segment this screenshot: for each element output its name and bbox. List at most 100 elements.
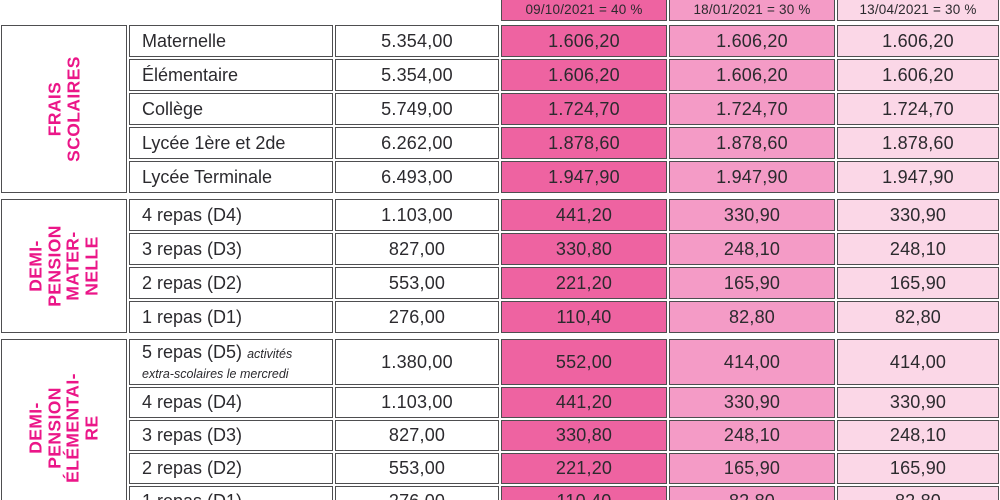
installment-cell: 414,00 xyxy=(837,339,999,385)
row-label: 4 repas (D4) xyxy=(142,204,243,225)
annual-fee-cell: 827,00 xyxy=(335,233,499,265)
annual-fee-cell: 5.354,00 xyxy=(335,59,499,91)
row-label-cell: Élémentaire xyxy=(129,59,333,91)
row-label: 3 repas (D3) xyxy=(142,238,243,259)
row-label-cell: 3 repas (D3) xyxy=(129,420,333,451)
annual-fee-cell: 276,00 xyxy=(335,301,499,333)
installment-cell: 1.947,90 xyxy=(501,161,667,193)
installment-cell: 330,80 xyxy=(501,420,667,451)
row-label-text: 5 repas (D5) activités extra-scolaires l… xyxy=(142,342,326,382)
installment-cell: 110,40 xyxy=(501,486,667,500)
annual-fee-cell: 6.262,00 xyxy=(335,127,499,159)
installment-cell: 330,90 xyxy=(669,387,835,418)
row-label-text: Lycée Terminale xyxy=(142,167,272,187)
section-demi-pension-elementaire: DEMI- PENSION ÉLÉMENTAI- RE 5 repas (D5) act… xyxy=(1,339,999,500)
installment-cell: 414,00 xyxy=(669,339,835,385)
installment-cell: 82,80 xyxy=(837,301,999,333)
installment-cell: 82,80 xyxy=(837,486,999,500)
installment-cell: 1.878,60 xyxy=(837,127,999,159)
installment-cell: 1.606,20 xyxy=(669,59,835,91)
installment-cell: 1.947,90 xyxy=(837,161,999,193)
installment-cell: 330,90 xyxy=(837,199,999,231)
row-label: Lycée 1ère et 2de xyxy=(142,132,286,153)
row-label-text: Collège xyxy=(142,99,203,119)
installment-cell: 1.878,60 xyxy=(669,127,835,159)
installment-cell: 248,10 xyxy=(669,420,835,451)
discount-column-header-30b: 13/04/2021 = 30 % xyxy=(837,0,999,21)
section-title: DEMI- PENSION MATER- NELLE xyxy=(25,225,102,307)
section-title: FRAIS SCOLAIRES xyxy=(44,56,83,162)
section-title: DEMI- PENSION ÉLÉMENTAI- RE xyxy=(25,373,102,483)
installment-cell: 1.724,70 xyxy=(669,93,835,125)
row-label-text: 4 repas (D4) xyxy=(142,205,242,225)
discount-column-header-40: 09/10/2021 = 40 % xyxy=(501,0,667,21)
installment-cell: 1.724,70 xyxy=(837,93,999,125)
section-title-cell-demi-pension-maternelle: DEMI- PENSION MATER- NELLE xyxy=(1,199,127,333)
row-label-text: 2 repas (D2) xyxy=(142,458,242,478)
installment-cell: 441,20 xyxy=(501,387,667,418)
row-label-cell: 4 repas (D4) xyxy=(129,387,333,418)
installment-cell: 1.878,60 xyxy=(501,127,667,159)
row-label-cell: 3 repas (D3) xyxy=(129,233,333,265)
section-title-line: NELLE xyxy=(81,236,102,296)
annual-fee-cell: 553,00 xyxy=(335,453,499,484)
row-label-text: Maternelle xyxy=(142,31,226,51)
section-frais-scolaires: FRAIS SCOLAIRES Maternelle 5.354,00 1.606,20… xyxy=(1,25,999,193)
row-label: Maternelle xyxy=(142,30,227,51)
row-label-cell: 2 repas (D2) xyxy=(129,267,333,299)
section-title-line: ÉLÉMENTAI- xyxy=(63,373,83,483)
section-title-line: DEMI- xyxy=(25,402,46,454)
installment-cell: 248,10 xyxy=(837,233,999,265)
installment-cell: 221,20 xyxy=(501,453,667,484)
installment-cell: 165,90 xyxy=(837,267,999,299)
row-label-cell: 1 repas (D1) xyxy=(129,486,333,500)
installment-cell: 248,10 xyxy=(837,420,999,451)
row-label: Collège xyxy=(142,98,204,119)
row-label-cell: 4 repas (D4) xyxy=(129,199,333,231)
installment-cell: 1.724,70 xyxy=(501,93,667,125)
installment-cell: 165,90 xyxy=(837,453,999,484)
row-label-cell: Collège xyxy=(129,93,333,125)
section-title-line: MATER- xyxy=(63,231,83,301)
installment-cell: 1.606,20 xyxy=(501,25,667,57)
row-label-text: 1 repas (D1) xyxy=(142,491,242,500)
row-label-cell: 1 repas (D1) xyxy=(129,301,333,333)
installment-cell: 221,20 xyxy=(501,267,667,299)
row-label: Élémentaire xyxy=(142,64,239,85)
row-label-text: 3 repas (D3) xyxy=(142,239,242,259)
installment-cell: 1.606,20 xyxy=(837,25,999,57)
section-title-line: PENSION xyxy=(44,225,65,307)
row-label-text: 2 repas (D2) xyxy=(142,273,242,293)
row-label-note: activités extra-scolaires le mercredi xyxy=(142,346,293,381)
annual-fee-cell: 5.749,00 xyxy=(335,93,499,125)
section-title-cell-demi-pension-elementaire: DEMI- PENSION ÉLÉMENTAI- RE xyxy=(1,339,127,500)
row-label-cell: Maternelle xyxy=(129,25,333,57)
row-label: 3 repas (D3) xyxy=(142,425,243,446)
annual-fee-cell: 276,00 xyxy=(335,486,499,500)
annual-fee-cell: 5.354,00 xyxy=(335,25,499,57)
row-label: 2 repas (D2) xyxy=(142,458,243,479)
installment-cell: 1.606,20 xyxy=(669,25,835,57)
row-label: 1 repas (D1) xyxy=(142,306,243,327)
row-label: 2 repas (D2) xyxy=(142,272,243,293)
annual-fee-cell: 1.103,00 xyxy=(335,199,499,231)
installment-cell: 82,80 xyxy=(669,301,835,333)
section-title-line: DEMI- xyxy=(25,240,46,292)
row-label: Lycée Terminale xyxy=(142,166,273,187)
annual-fee-cell: 827,00 xyxy=(335,420,499,451)
row-label: 4 repas (D4) xyxy=(142,392,243,413)
row-label: 1 repas (D1) xyxy=(142,491,242,500)
row-label: 5 repas (D5) xyxy=(142,341,243,362)
row-label-cell: Lycée Terminale xyxy=(129,161,333,193)
annual-fee-cell: 1.103,00 xyxy=(335,387,499,418)
installment-cell: 248,10 xyxy=(669,233,835,265)
section-title-line: FRAIS xyxy=(44,81,65,137)
section-demi-pension-maternelle: DEMI- PENSION MATER- NELLE 4 repas (D4) 1.103… xyxy=(1,199,999,333)
installment-cell: 330,90 xyxy=(837,387,999,418)
discount-column-header-30a: 18/01/2021 = 30 % xyxy=(669,0,835,21)
installment-cell: 330,80 xyxy=(501,233,667,265)
installment-cell: 330,90 xyxy=(669,199,835,231)
row-label-cell: 2 repas (D2) xyxy=(129,453,333,484)
annual-fee-cell: 553,00 xyxy=(335,267,499,299)
